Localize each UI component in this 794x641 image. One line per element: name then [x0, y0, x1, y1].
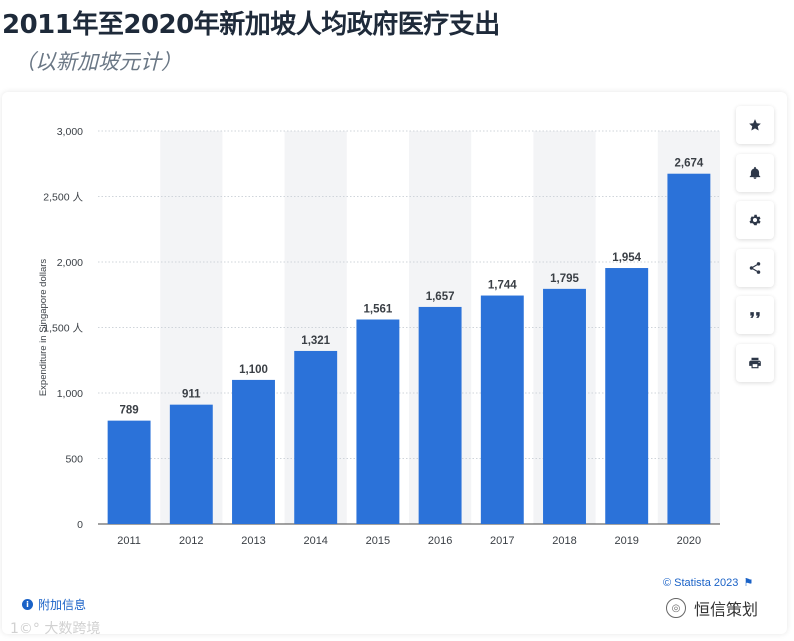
bar — [480, 295, 524, 524]
bar — [169, 404, 213, 524]
bar — [232, 379, 275, 524]
y-tick-label: 1,500 人 — [43, 323, 83, 335]
data-label: 1,954 — [612, 252, 641, 264]
bar — [418, 306, 462, 524]
x-tick-label: 2017 — [490, 535, 514, 547]
page-title: 2011年至2020年新加坡人均政府医疗支出 — [2, 10, 500, 40]
x-tick-label: 2012 — [179, 535, 203, 547]
page-subtitle: （以新加坡元计） — [14, 50, 182, 74]
bar — [356, 319, 400, 524]
statista-copyright-link[interactable]: © Statista 2023 ⚑ — [663, 576, 754, 590]
bar — [667, 173, 711, 524]
y-tick-label: 0 — [77, 519, 83, 531]
cite-button[interactable] — [736, 296, 774, 335]
bar — [294, 350, 338, 524]
wechat-logo-icon: ◎ — [666, 598, 686, 618]
y-tick-label: 500 — [65, 454, 83, 466]
printer-icon — [749, 357, 761, 369]
more-info-label: 附加信息 — [38, 598, 87, 612]
x-tick-label: 2019 — [614, 535, 638, 547]
y-tick-label: 3,000 — [57, 126, 83, 138]
x-tick-label: 2016 — [428, 535, 452, 547]
x-tick-label: 2018 — [552, 535, 576, 547]
star-icon — [749, 119, 761, 131]
watermark-right-label: 恒信策划 — [694, 600, 759, 619]
more-info-link[interactable]: i 附加信息 — [22, 596, 86, 613]
x-tick-label: 2020 — [677, 535, 701, 547]
bar — [605, 268, 649, 524]
quote-icon — [750, 312, 760, 319]
bell-icon — [749, 166, 761, 179]
x-tick-label: 2013 — [241, 535, 265, 547]
data-label: 1,561 — [364, 304, 393, 316]
share-icon — [749, 261, 761, 274]
y-tick-label: 2,500 人 — [43, 192, 83, 204]
data-label: 1,321 — [301, 335, 330, 347]
share-button[interactable] — [736, 248, 774, 287]
data-label: 2,674 — [675, 158, 704, 170]
x-tick-label: 2014 — [303, 535, 327, 547]
print-button[interactable] — [736, 343, 774, 382]
y-tick-label: 1,000 — [57, 388, 83, 400]
settings-button[interactable] — [736, 201, 774, 240]
y-axis-title: Expenditure in Singapore dollars — [38, 259, 49, 397]
data-label: 1,657 — [426, 291, 455, 303]
info-icon: i — [22, 599, 33, 610]
data-label: 789 — [120, 405, 139, 417]
watermark-left: 1©° 大数跨境 — [10, 621, 101, 637]
data-label: 911 — [182, 389, 201, 401]
data-label: 1,100 — [239, 364, 268, 376]
data-label: 1,744 — [488, 280, 517, 292]
copyright-label: © Statista 2023 — [663, 576, 739, 589]
gear-icon — [749, 214, 761, 226]
bar — [107, 420, 151, 524]
flag-icon: ⚑ — [743, 577, 754, 589]
watermark-right: ◎ 恒信策划 — [666, 596, 758, 620]
data-label: 1,795 — [550, 273, 579, 285]
y-tick-label: 2,000 — [57, 257, 83, 269]
x-tick-label: 2011 — [117, 535, 141, 547]
bar — [543, 288, 586, 524]
x-tick-label: 2015 — [366, 535, 390, 547]
side-toolbar — [736, 106, 776, 392]
notification-button[interactable] — [736, 153, 774, 192]
favorite-button[interactable] — [736, 106, 774, 144]
